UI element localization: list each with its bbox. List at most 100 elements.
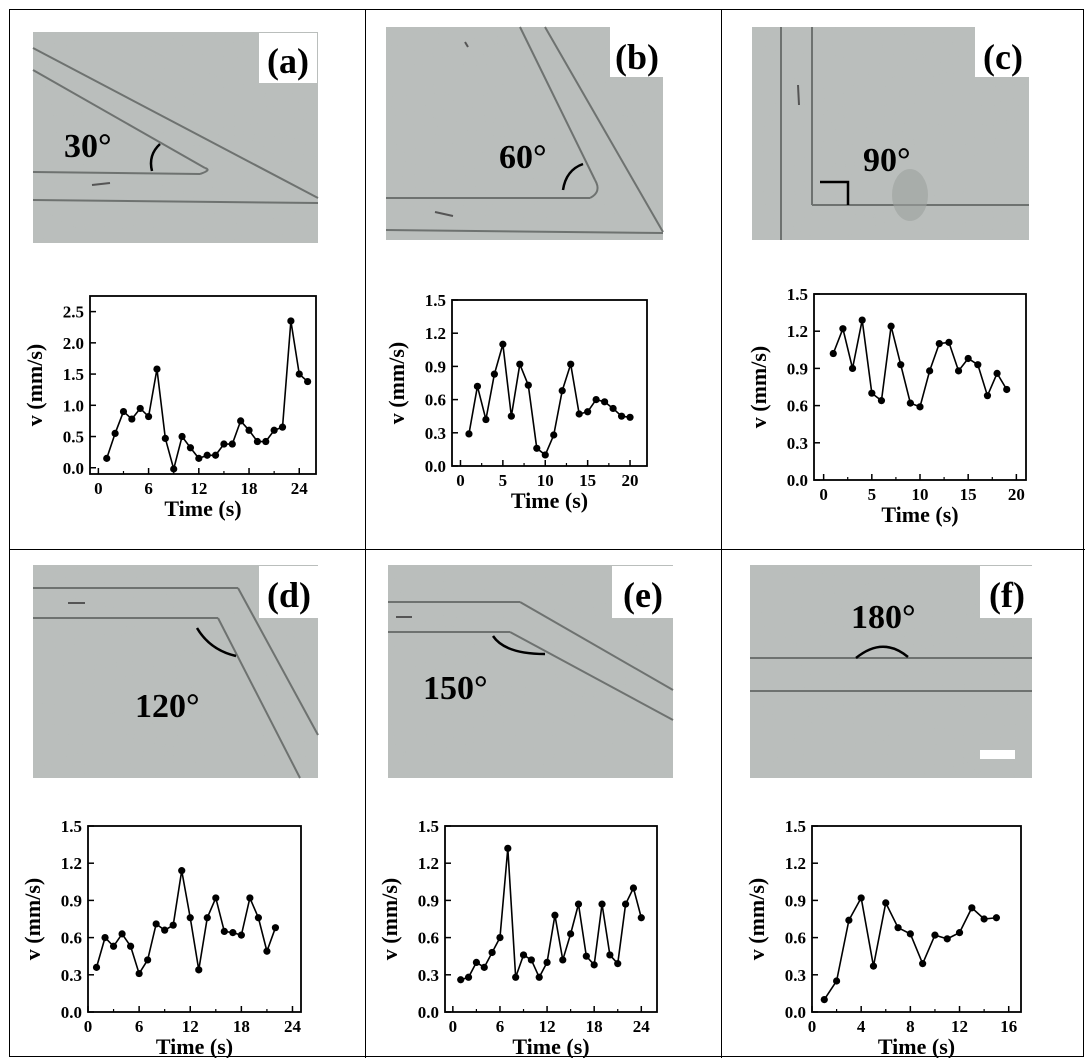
y-tick-label: 2.0 (63, 334, 84, 353)
data-point (246, 894, 254, 902)
debris-mark-c (797, 84, 800, 106)
data-point (271, 924, 280, 932)
data-point (906, 399, 914, 407)
data-point (220, 927, 228, 936)
x-axis-label: Time (s) (881, 502, 958, 527)
angle-label-b: 60° (499, 139, 547, 176)
y-tick-label: 1.2 (61, 854, 82, 873)
data-point (887, 322, 895, 330)
data-point (169, 921, 177, 929)
label-box-b (610, 27, 664, 77)
debris-mark-a (91, 182, 111, 186)
angle-label-f: 180° (851, 599, 916, 636)
data-point (945, 338, 953, 346)
data-point (263, 947, 271, 955)
data-point (533, 444, 541, 452)
data-point (304, 377, 312, 386)
data-point (127, 942, 135, 950)
data-point (543, 958, 551, 967)
channel-walls-e (388, 601, 674, 721)
data-point (882, 899, 890, 907)
x-tick-label: 16 (1000, 1017, 1017, 1036)
data-point (592, 396, 600, 404)
x-tick-label: 0 (819, 485, 828, 504)
data-point (270, 426, 278, 434)
y-tick-label: 0.3 (418, 966, 439, 985)
data-point (203, 451, 211, 459)
x-tick-label: 0 (449, 1017, 458, 1036)
data-point (507, 412, 515, 420)
y-tick-label: 0.3 (61, 966, 82, 985)
x-tick-label: 0 (808, 1017, 817, 1036)
y-axis-label: v (mm/s) (384, 342, 409, 424)
y-tick-label: 1.2 (418, 854, 439, 873)
plot-frame (89, 295, 317, 475)
y-axis-label: v (mm/s) (744, 878, 769, 960)
data-point (228, 440, 236, 448)
data-point (857, 894, 865, 902)
data-point (482, 415, 490, 424)
y-tick-label: 0.9 (61, 891, 82, 910)
x-tick-label: 24 (291, 479, 309, 498)
data-point (1003, 385, 1011, 394)
data-point (527, 956, 535, 964)
data-point (897, 361, 905, 369)
data-point (161, 926, 169, 934)
y-tick-label: 0.9 (785, 891, 806, 910)
data-point (869, 962, 878, 970)
velocity-chart-d: 0 6 12 18 24 0.0 0.3 0.6 0.9 1.2 1.5 Time (s) v (mm/… (20, 817, 302, 1058)
data-point (144, 956, 152, 964)
data-point (848, 364, 857, 372)
data-point (524, 381, 532, 389)
photo-panel-b (385, 26, 664, 240)
plot-frame (444, 825, 658, 1013)
y-axis-label: v (mm/s) (377, 878, 402, 960)
data-point (512, 973, 520, 981)
x-tick-label: 20 (622, 471, 639, 490)
x-tick-label: 20 (1008, 485, 1025, 504)
data-point (111, 429, 119, 438)
panel-label-d: (d) (267, 575, 311, 615)
data-point (103, 454, 111, 462)
x-tick-label: 4 (857, 1017, 866, 1036)
data-point (550, 431, 558, 439)
x-tick-label: 10 (537, 471, 554, 490)
data-point (584, 408, 592, 416)
data-point (170, 465, 178, 473)
data-point (926, 367, 934, 375)
series-line (823, 895, 997, 1001)
y-axis-label: v (mm/s) (20, 878, 45, 960)
x-tick-label: 12 (539, 1017, 556, 1036)
x-tick-label: 0 (456, 471, 465, 490)
y-tick-label: 1.5 (61, 817, 82, 836)
data-point (278, 423, 287, 431)
series-line (460, 848, 643, 981)
data-point (954, 367, 963, 375)
data-point (253, 437, 262, 446)
data-point (178, 432, 186, 441)
data-point (894, 924, 902, 932)
plot-frame (451, 299, 648, 467)
data-point (943, 935, 951, 943)
data-point (955, 929, 964, 937)
data-point (558, 387, 566, 395)
velocity-chart-b: 0 5 10 15 20 0.0 0.3 0.6 0.9 1.2 1.5 Time (s) v (mm/… (384, 291, 648, 513)
y-tick-label: 0.0 (425, 457, 446, 476)
data-point (504, 844, 512, 852)
data-point (992, 914, 1001, 922)
data-point (590, 961, 598, 969)
y-tick-label: 1.5 (418, 817, 439, 836)
x-axis-label: Time (s) (511, 488, 588, 513)
y-tick-label: 0.0 (63, 459, 84, 478)
data-point (212, 894, 220, 902)
data-point (535, 973, 543, 981)
data-point (567, 930, 575, 938)
data-point (559, 956, 567, 964)
data-point (101, 934, 109, 942)
data-point (499, 340, 507, 348)
data-point (237, 931, 245, 939)
panel-label-e: (e) (623, 575, 663, 615)
data-point (490, 370, 498, 378)
right-angle-marker-c (820, 180, 850, 205)
data-point (195, 966, 203, 974)
